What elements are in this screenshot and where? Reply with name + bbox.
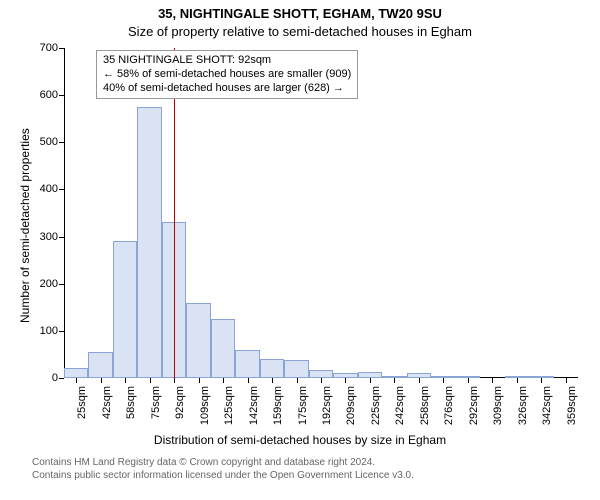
x-tick-mark — [272, 378, 273, 383]
x-tick-mark — [517, 378, 518, 383]
x-tick-mark — [76, 378, 77, 383]
x-tick-mark — [566, 378, 567, 383]
x-tick-label: 225sqm — [370, 386, 382, 425]
histogram-bar — [186, 303, 210, 378]
annotation-box: 35 NIGHTINGALE SHOTT: 92sqm← 58% of semi… — [96, 50, 358, 99]
x-tick-label: 276sqm — [443, 386, 455, 425]
x-tick-mark — [541, 378, 542, 383]
x-tick-mark — [223, 378, 224, 383]
x-tick-mark — [394, 378, 395, 383]
footer-line-2: Contains public sector information licen… — [32, 469, 414, 482]
x-tick-mark — [125, 378, 126, 383]
histogram-bar — [309, 370, 333, 378]
x-tick-mark — [443, 378, 444, 383]
y-tick-label: 300 — [28, 231, 58, 243]
x-tick-mark — [150, 378, 151, 383]
x-tick-label: 242sqm — [394, 386, 406, 425]
histogram-bar — [64, 368, 88, 378]
x-tick-label: 192sqm — [321, 386, 333, 425]
y-tick-label: 500 — [28, 136, 58, 148]
x-tick-label: 58sqm — [125, 386, 137, 419]
y-tick-mark — [59, 284, 64, 285]
x-tick-mark — [297, 378, 298, 383]
y-axis-label: Number of semi-detached properties — [18, 128, 32, 323]
x-tick-label: 359sqm — [566, 386, 578, 425]
y-tick-label: 100 — [28, 325, 58, 337]
x-tick-mark — [174, 378, 175, 383]
y-tick-mark — [59, 237, 64, 238]
x-tick-label: 75sqm — [150, 386, 162, 419]
histogram-bar — [284, 360, 308, 378]
x-axis-label: Distribution of semi-detached houses by … — [0, 433, 600, 447]
x-tick-label: 209sqm — [345, 386, 357, 425]
x-tick-label: 92sqm — [174, 386, 186, 419]
x-tick-label: 109sqm — [199, 386, 211, 425]
x-tick-label: 159sqm — [272, 386, 284, 425]
chart-title-sub: Size of property relative to semi-detach… — [0, 24, 600, 39]
y-tick-label: 400 — [28, 183, 58, 195]
x-tick-mark — [248, 378, 249, 383]
y-tick-mark — [59, 331, 64, 332]
chart-title-main: 35, NIGHTINGALE SHOTT, EGHAM, TW20 9SU — [0, 6, 600, 21]
y-tick-label: 600 — [28, 89, 58, 101]
y-tick-mark — [59, 189, 64, 190]
x-tick-mark — [492, 378, 493, 383]
x-tick-mark — [199, 378, 200, 383]
histogram-bar — [113, 241, 137, 378]
x-tick-label: 258sqm — [419, 386, 431, 425]
x-tick-mark — [468, 378, 469, 383]
y-tick-mark — [59, 378, 64, 379]
annotation-line: ← 58% of semi-detached houses are smalle… — [103, 68, 351, 82]
x-tick-label: 142sqm — [248, 386, 260, 425]
x-tick-mark — [321, 378, 322, 383]
x-tick-label: 25sqm — [76, 386, 88, 419]
y-tick-mark — [59, 95, 64, 96]
x-tick-label: 309sqm — [492, 386, 504, 425]
annotation-line: 35 NIGHTINGALE SHOTT: 92sqm — [103, 54, 351, 68]
y-axis-line — [64, 48, 65, 378]
x-tick-mark — [370, 378, 371, 383]
x-tick-label: 326sqm — [517, 386, 529, 425]
histogram-bar — [88, 352, 112, 378]
x-tick-label: 292sqm — [468, 386, 480, 425]
y-tick-mark — [59, 142, 64, 143]
footer-line-1: Contains HM Land Registry data © Crown c… — [32, 456, 414, 469]
y-tick-label: 200 — [28, 278, 58, 290]
x-tick-label: 125sqm — [223, 386, 235, 425]
histogram-bar — [260, 359, 284, 378]
histogram-bar — [235, 350, 259, 378]
x-tick-label: 42sqm — [101, 386, 113, 419]
annotation-line: 40% of semi-detached houses are larger (… — [103, 82, 351, 96]
y-tick-mark — [59, 48, 64, 49]
y-tick-label: 0 — [28, 372, 58, 384]
x-tick-mark — [345, 378, 346, 383]
histogram-bar — [137, 107, 161, 378]
x-tick-label: 342sqm — [541, 386, 553, 425]
x-tick-mark — [419, 378, 420, 383]
x-tick-mark — [101, 378, 102, 383]
y-tick-label: 700 — [28, 42, 58, 54]
footer-attribution: Contains HM Land Registry data © Crown c… — [32, 456, 414, 482]
x-tick-label: 175sqm — [297, 386, 309, 425]
histogram-bar — [211, 319, 235, 378]
